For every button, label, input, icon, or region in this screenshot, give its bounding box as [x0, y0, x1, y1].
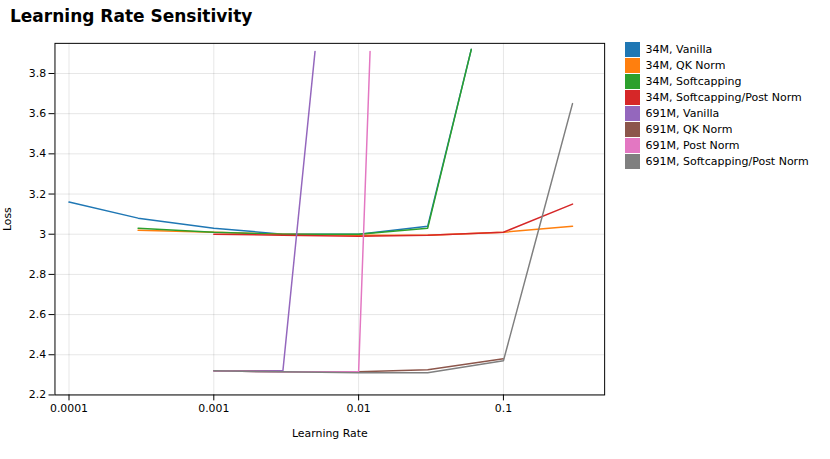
html-text:691M, Vanilla: 691M, Vanilla: [645, 107, 720, 120]
svg-text:Loss: Loss: [1, 207, 14, 231]
svg-text:Learning Rate: Learning Rate: [292, 427, 368, 439]
svg-text:3.8: 3.8: [29, 67, 46, 80]
svg-text:0.01: 0.01: [347, 402, 371, 415]
html-text:Learning Rate Sensitivity: Learning Rate Sensitivity: [10, 6, 253, 26]
svg-text:2.8: 2.8: [29, 268, 46, 281]
html-text:691M, Softcapping/Post Norm: 691M, Softcapping/Post Norm: [645, 155, 809, 168]
html-text:691M, Post Norm: 691M, Post Norm: [645, 139, 740, 152]
svg-text:0.1: 0.1: [495, 402, 512, 415]
svg-text:2.4: 2.4: [29, 348, 46, 361]
svg-text:3.6: 3.6: [29, 107, 46, 120]
svg-text:0.001: 0.001: [198, 402, 229, 415]
html-text:34M, QK Norm: 34M, QK Norm: [645, 59, 726, 72]
svg-text:3.2: 3.2: [29, 188, 46, 201]
svg-text:2.6: 2.6: [29, 308, 46, 321]
svg-text:3.4: 3.4: [29, 147, 46, 160]
html-text:34M, Softcapping/Post Norm: 34M, Softcapping/Post Norm: [645, 91, 802, 104]
html-text:34M, Vanilla: 34M, Vanilla: [645, 43, 713, 56]
svg-text:3: 3: [39, 228, 46, 241]
svg-text:0.0001: 0.0001: [50, 402, 88, 415]
html-text:691M, QK Norm: 691M, QK Norm: [645, 123, 733, 136]
svg-text:2.2: 2.2: [29, 388, 46, 401]
html-text:34M, Softcapping: 34M, Softcapping: [645, 75, 742, 88]
